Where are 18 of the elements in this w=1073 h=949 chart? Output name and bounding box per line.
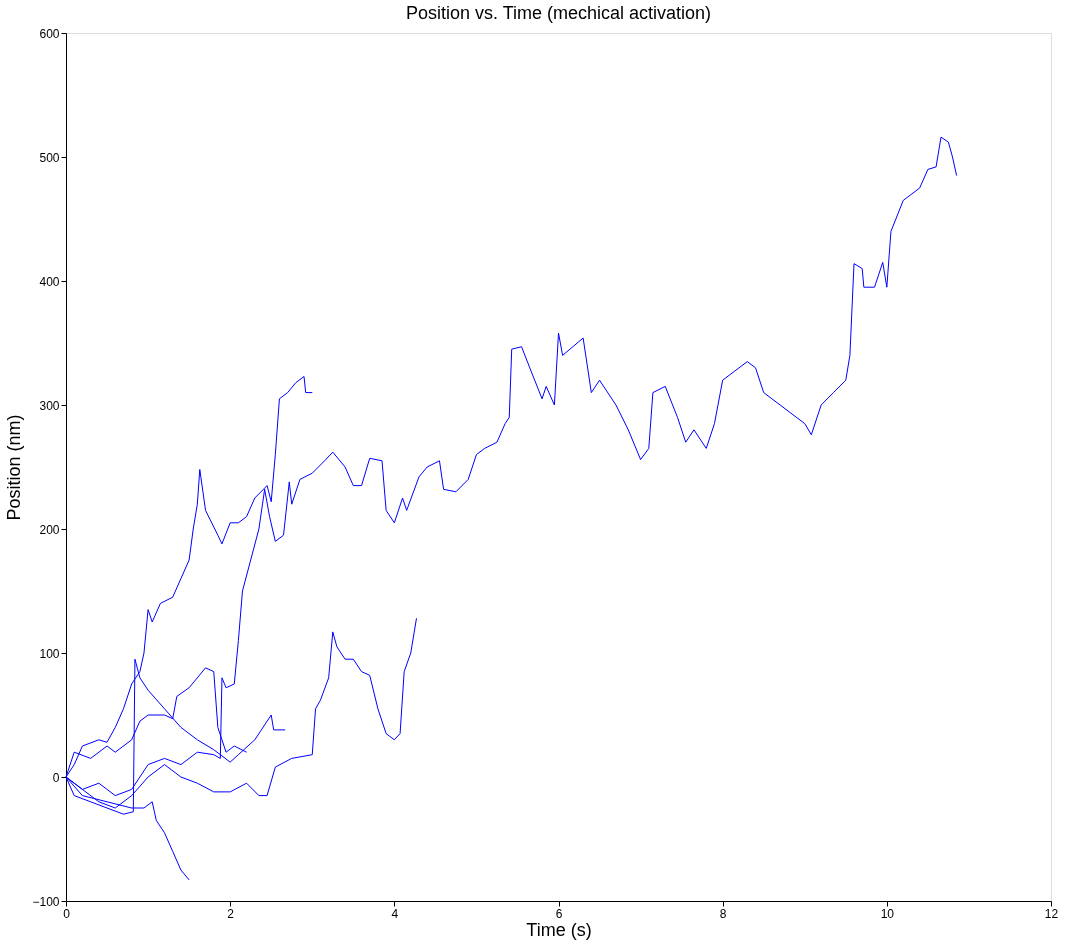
y-tick-label: 500: [39, 150, 60, 165]
x-tick-label: 4: [391, 906, 399, 921]
y-tick-label: 400: [39, 274, 60, 289]
x-tick-label: 12: [1044, 906, 1059, 921]
x-tick-label: 8: [719, 906, 727, 921]
chart-title: Position vs. Time (mechical activation): [405, 3, 712, 23]
x-tick-label: 0: [63, 906, 71, 921]
y-tick-label: −100: [32, 894, 60, 909]
y-tick-label: 100: [39, 646, 60, 661]
x-tick-label: 10: [880, 906, 895, 921]
y-tick-label: 300: [39, 398, 60, 413]
x-tick-label: 6: [555, 906, 563, 921]
y-axis-title: Position (nm): [4, 414, 25, 521]
x-tick-label: 2: [227, 906, 235, 921]
x-axis-title: Time (s): [526, 919, 592, 940]
y-tick-label: 200: [39, 522, 60, 537]
y-tick-label: 600: [39, 26, 60, 41]
y-tick-label: 0: [52, 770, 60, 785]
